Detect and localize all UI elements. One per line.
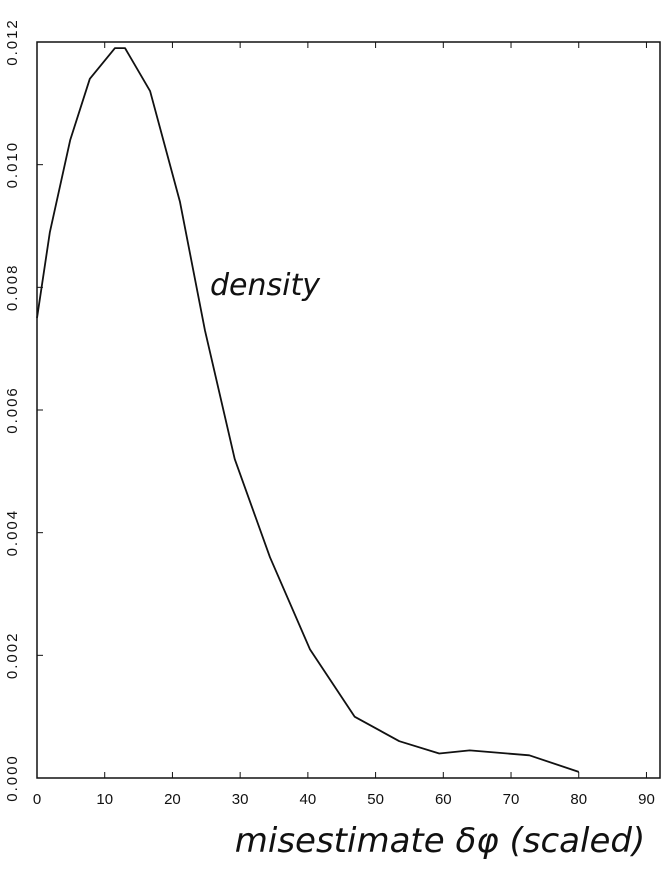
- x-tick-label: 70: [503, 791, 520, 808]
- x-tick-label: 0: [33, 791, 41, 808]
- x-tick-label: 90: [638, 791, 655, 808]
- y-tick-label: 0.002: [4, 632, 21, 680]
- x-tick-label: 50: [367, 791, 384, 808]
- y-tick-label: 0.010: [4, 141, 21, 189]
- y-tick-label: 0.004: [4, 509, 21, 557]
- annotation: density: [210, 268, 321, 303]
- y-tick-label: 0.006: [4, 386, 21, 434]
- x-tick-label: 60: [435, 791, 452, 808]
- y-tick-label: 0.012: [4, 18, 21, 66]
- x-tick-label: 30: [232, 791, 249, 808]
- x-tick-label: 40: [300, 791, 317, 808]
- y-tick-label: 0.008: [4, 264, 21, 312]
- plot-frame: [36, 41, 661, 779]
- x-tick-label: 80: [570, 791, 587, 808]
- x-axis-label: misestimate δφ (scaled): [235, 821, 645, 861]
- x-tick-label: 20: [164, 791, 181, 808]
- line: [36, 47, 580, 773]
- x-tick-label: 10: [96, 791, 113, 808]
- y-tick-label: 0.000: [4, 754, 21, 802]
